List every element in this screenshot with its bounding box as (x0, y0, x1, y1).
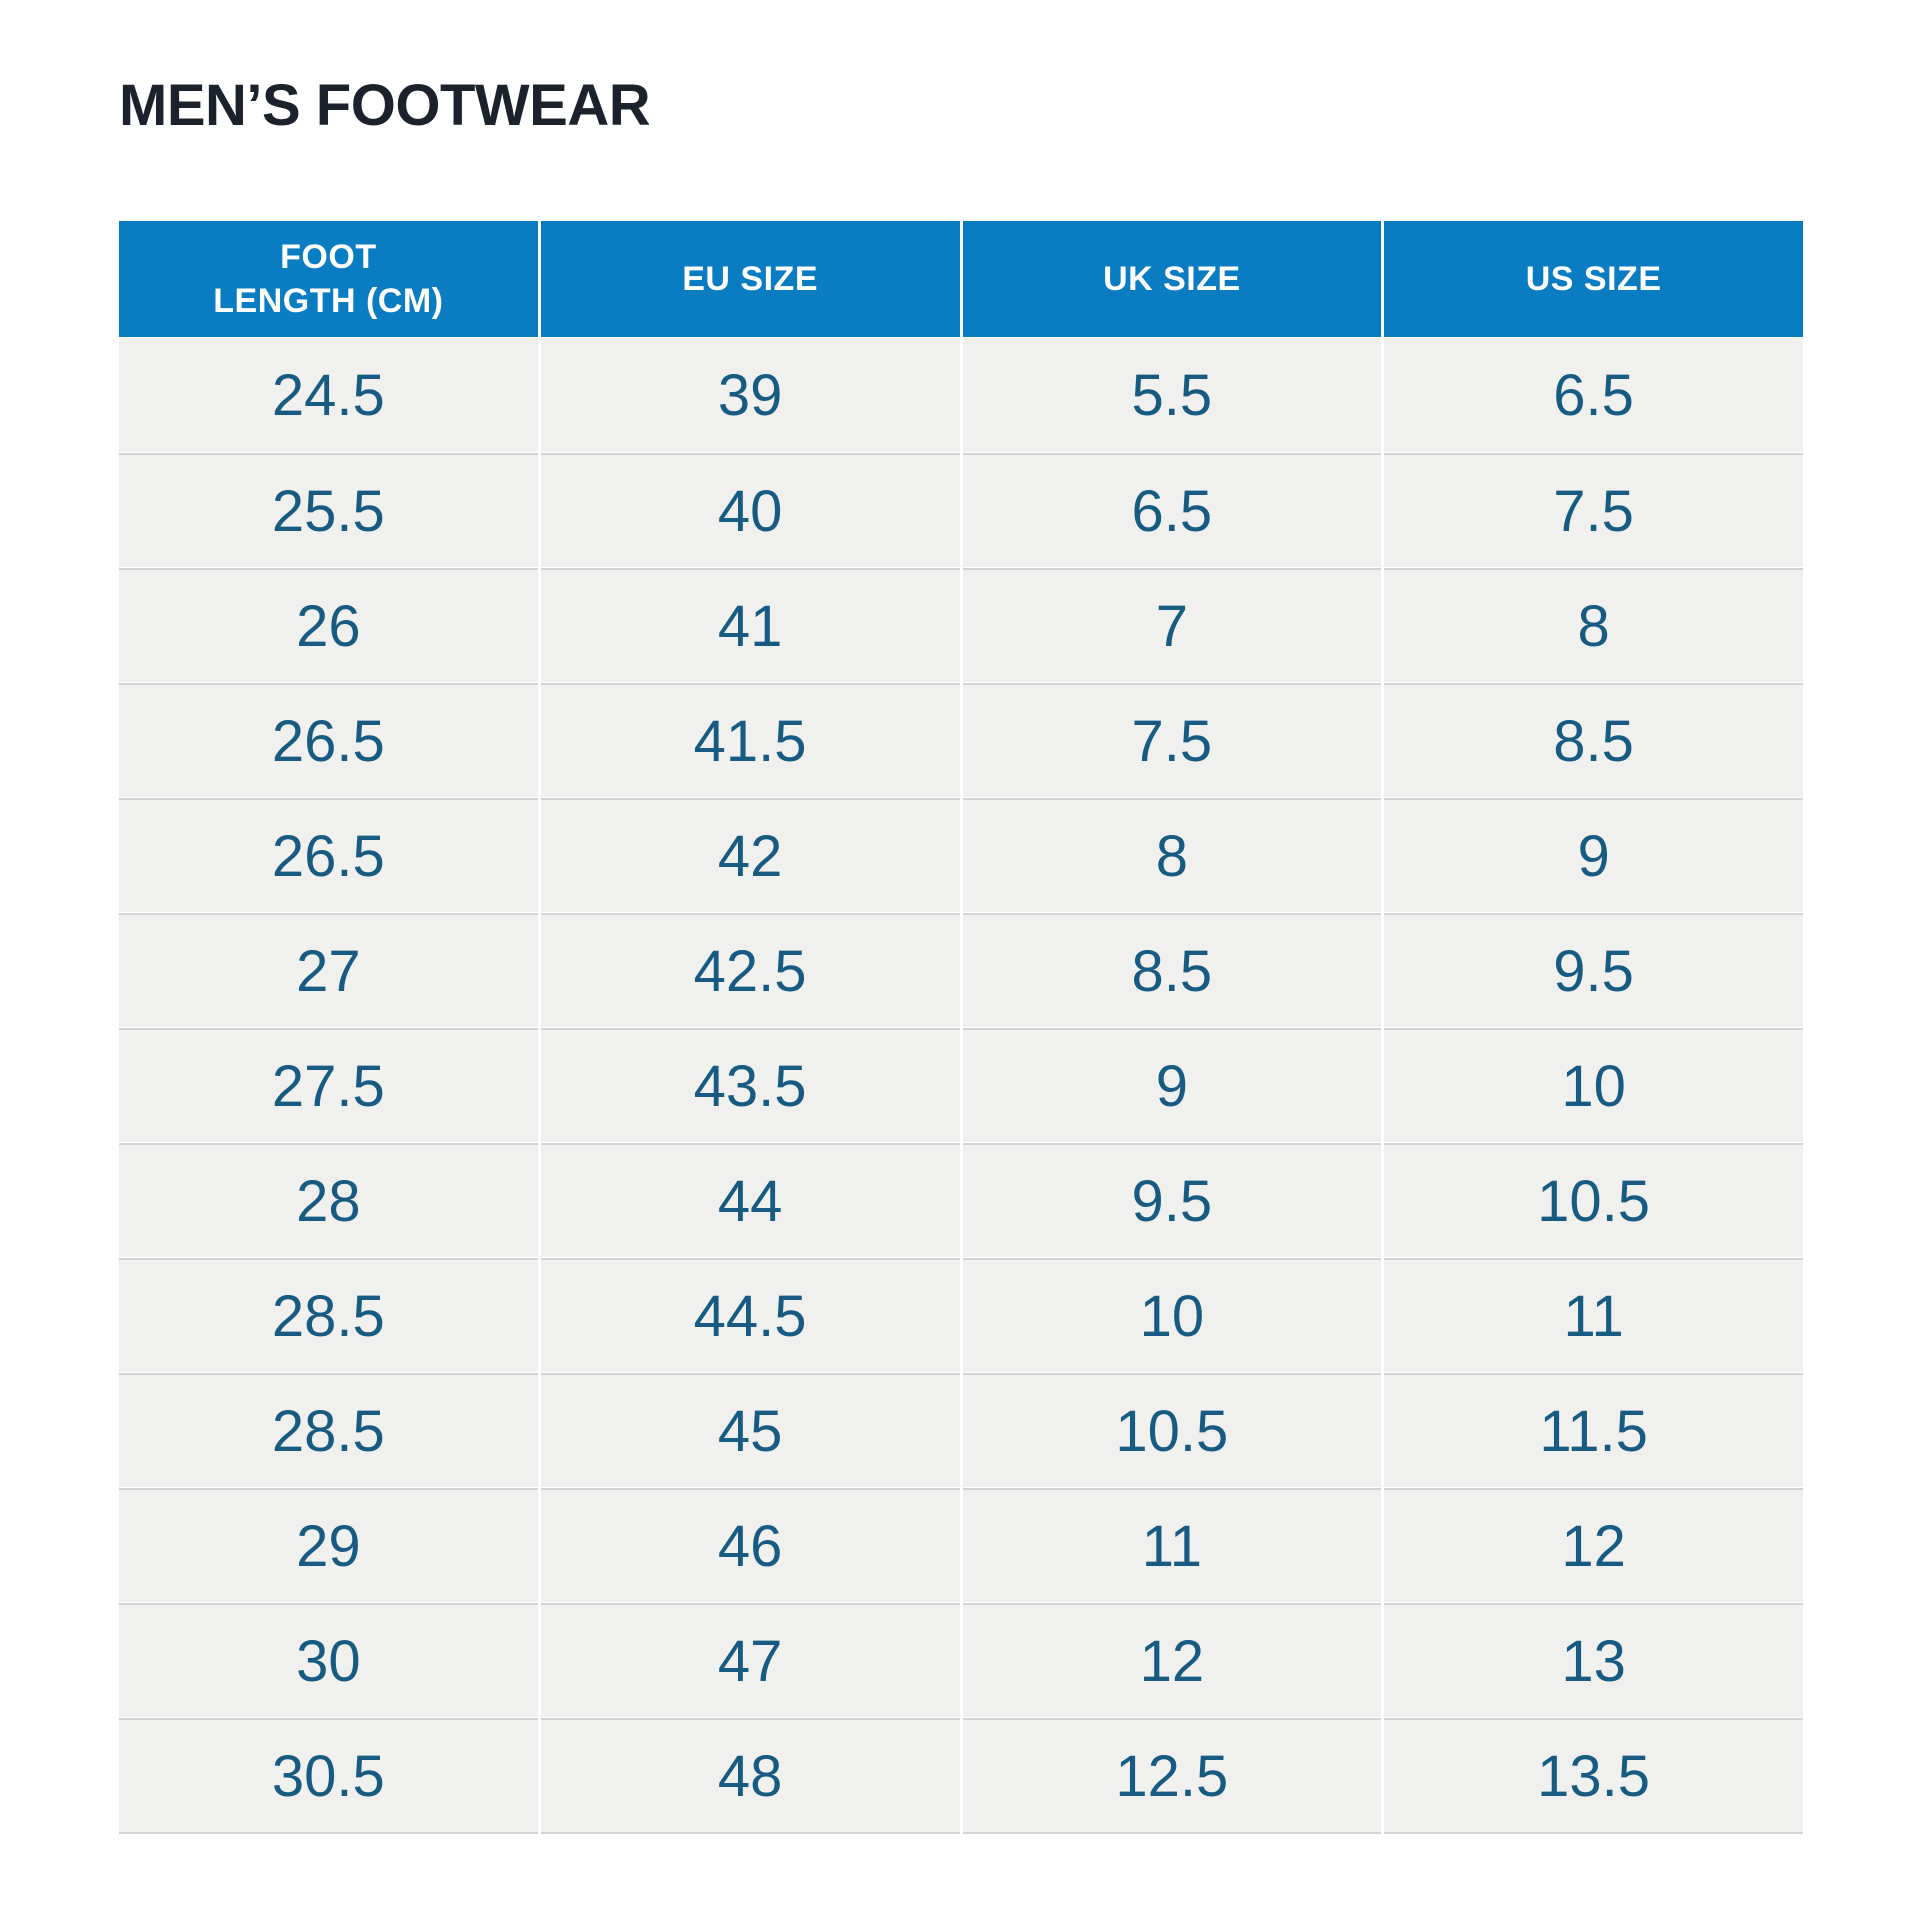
cell-row10-us-size: 11.5 (1384, 1373, 1803, 1487)
column-header-foot-length-cm: FOOT LENGTH (CM) (119, 221, 538, 337)
cell-row13-foot-length-cm: 30.5 (119, 1718, 538, 1834)
cell-row1-uk-size: 5.5 (962, 338, 1382, 452)
cell-row5-eu-size: 42 (540, 798, 960, 912)
cell-row12-foot-length-cm: 30 (119, 1603, 538, 1717)
cell-row11-uk-size: 11 (962, 1488, 1382, 1602)
cell-row1-eu-size: 39 (540, 338, 960, 452)
cell-row9-eu-size: 44.5 (540, 1258, 960, 1372)
cell-row7-foot-length-cm: 27.5 (119, 1028, 538, 1142)
cell-row3-eu-size: 41 (540, 568, 960, 682)
page-title: MEN’S FOOTWEAR (119, 73, 651, 138)
column-header-uk-size: UK SIZE (962, 221, 1382, 337)
cell-row11-eu-size: 46 (540, 1488, 960, 1602)
cell-row10-uk-size: 10.5 (962, 1373, 1382, 1487)
cell-row5-uk-size: 8 (962, 798, 1382, 912)
cell-row4-us-size: 8.5 (1384, 683, 1803, 797)
cell-row13-us-size: 13.5 (1384, 1718, 1803, 1834)
column-header-eu-size: EU SIZE (540, 221, 960, 337)
cell-row9-foot-length-cm: 28.5 (119, 1258, 538, 1372)
cell-row9-us-size: 11 (1384, 1258, 1803, 1372)
cell-row10-eu-size: 45 (540, 1373, 960, 1487)
cell-row3-uk-size: 7 (962, 568, 1382, 682)
cell-row12-eu-size: 47 (540, 1603, 960, 1717)
column-header-us-size: US SIZE (1384, 221, 1803, 337)
cell-row4-eu-size: 41.5 (540, 683, 960, 797)
cell-row10-foot-length-cm: 28.5 (119, 1373, 538, 1487)
cell-row1-us-size: 6.5 (1384, 338, 1803, 452)
cell-row8-us-size: 10.5 (1384, 1143, 1803, 1257)
cell-row2-uk-size: 6.5 (962, 453, 1382, 567)
cell-row9-uk-size: 10 (962, 1258, 1382, 1372)
cell-row13-eu-size: 48 (540, 1718, 960, 1834)
size-chart-table: FOOT LENGTH (CM) EU SIZE UK SIZE US SIZE 24.… (119, 221, 1803, 1834)
cell-row1-foot-length-cm: 24.5 (119, 338, 538, 452)
cell-row5-foot-length-cm: 26.5 (119, 798, 538, 912)
cell-row8-uk-size: 9.5 (962, 1143, 1382, 1257)
cell-row6-uk-size: 8.5 (962, 913, 1382, 1027)
cell-row11-foot-length-cm: 29 (119, 1488, 538, 1602)
cell-row2-foot-length-cm: 25.5 (119, 453, 538, 567)
cell-row7-us-size: 10 (1384, 1028, 1803, 1142)
cell-row11-us-size: 12 (1384, 1488, 1803, 1602)
cell-row2-us-size: 7.5 (1384, 453, 1803, 567)
cell-row6-foot-length-cm: 27 (119, 913, 538, 1027)
cell-row13-uk-size: 12.5 (962, 1718, 1382, 1834)
cell-row3-foot-length-cm: 26 (119, 568, 538, 682)
cell-row4-uk-size: 7.5 (962, 683, 1382, 797)
cell-row2-eu-size: 40 (540, 453, 960, 567)
cell-row7-uk-size: 9 (962, 1028, 1382, 1142)
cell-row8-foot-length-cm: 28 (119, 1143, 538, 1257)
cell-row12-us-size: 13 (1384, 1603, 1803, 1717)
cell-row4-foot-length-cm: 26.5 (119, 683, 538, 797)
cell-row3-us-size: 8 (1384, 568, 1803, 682)
cell-row6-eu-size: 42.5 (540, 913, 960, 1027)
cell-row7-eu-size: 43.5 (540, 1028, 960, 1142)
cell-row12-uk-size: 12 (962, 1603, 1382, 1717)
cell-row6-us-size: 9.5 (1384, 913, 1803, 1027)
cell-row5-us-size: 9 (1384, 798, 1803, 912)
cell-row8-eu-size: 44 (540, 1143, 960, 1257)
